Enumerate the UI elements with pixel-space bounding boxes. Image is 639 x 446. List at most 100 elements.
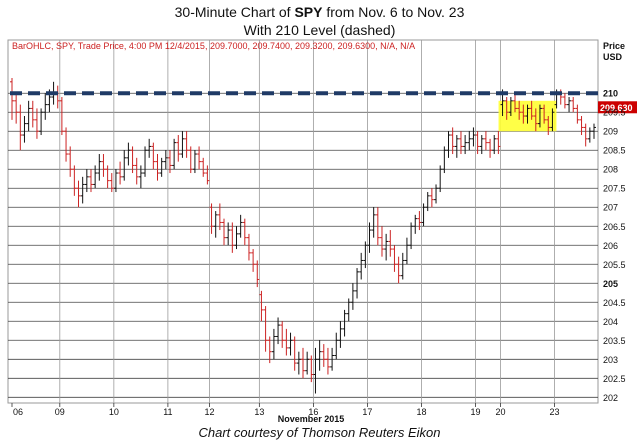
- chart-footer: Chart courtesy of Thomson Reuters Eikon: [198, 425, 441, 440]
- ohlc-bar: [267, 336, 272, 364]
- ohlc-bar: [251, 249, 256, 272]
- y-tick-label: 209: [603, 127, 618, 137]
- x-tick-label: 11: [163, 407, 172, 417]
- x-tick-label: 18: [416, 407, 426, 417]
- x-tick-label: 06: [13, 407, 23, 417]
- ohlc-bar: [176, 135, 181, 162]
- price-label: Price: [603, 41, 625, 51]
- ohlc-bar: [30, 100, 35, 128]
- ohlc-bar: [488, 138, 493, 158]
- ohlc-bar: [101, 154, 106, 177]
- ohlc-bar: [404, 237, 409, 265]
- ohlc-bar: [14, 93, 19, 124]
- y-tick-label: 203.5: [603, 336, 626, 346]
- ohlc-bar: [346, 298, 351, 322]
- last-price-tag: [598, 101, 637, 114]
- ohlc-bar: [217, 203, 222, 231]
- ohlc-bar: [59, 97, 64, 136]
- ohlc-bar: [263, 306, 268, 352]
- level-layer: 209.630: [10, 91, 637, 114]
- ohlc-bar: [151, 142, 156, 170]
- ohlc-bar: [172, 138, 177, 170]
- ohlc-bar: [192, 150, 197, 174]
- y-tick-label: 208: [603, 165, 618, 175]
- ohlc-bar: [533, 108, 538, 132]
- y-tick-label: 208.5: [603, 146, 626, 156]
- ohlc-bar: [197, 146, 202, 170]
- ohlc-bar: [280, 321, 285, 348]
- ohlc-bar: [109, 173, 114, 193]
- ohlc-bar: [529, 100, 534, 120]
- ohlc-bar: [118, 161, 123, 185]
- ohlc-bar: [205, 165, 210, 185]
- ohlc-bar: [442, 146, 447, 174]
- last-price-label: 209.630: [600, 103, 633, 113]
- ohlc-bar: [330, 347, 335, 371]
- ohlc-bar: [342, 309, 347, 337]
- ohlc-bar: [325, 347, 330, 375]
- ohlc-bar: [363, 241, 368, 269]
- ohlc-bar: [579, 116, 584, 136]
- ohlc-bar: [379, 226, 384, 257]
- ohlc-chart: 209.630 BarOHLC, SPY, Trade Price, 4:00 …: [7, 39, 637, 423]
- ohlc-bar: [184, 131, 189, 158]
- ohlc-bar: [371, 207, 376, 238]
- y-tick-label: 206: [603, 241, 618, 251]
- ohlc-bar: [355, 268, 360, 299]
- y-tick-label: 202: [603, 393, 618, 403]
- ohlc-bar: [446, 131, 451, 158]
- title-prefix: 30-Minute Chart of: [174, 4, 295, 20]
- y-tick-label: 207.5: [603, 184, 626, 194]
- ohlc-bar: [434, 184, 439, 204]
- ohlc-bar: [242, 218, 247, 246]
- ohlc-bar: [483, 131, 488, 151]
- ohlc-bar: [525, 104, 530, 124]
- ohlc-bar: [350, 283, 355, 310]
- x-axis: 06 09 10 11 12 13 16 17 18 19 20 23: [11, 403, 560, 417]
- price-bars: [10, 78, 596, 394]
- ohlc-bar: [429, 188, 434, 208]
- y-tick-label: 206.5: [603, 222, 626, 232]
- ohlc-bar: [321, 344, 326, 367]
- ohlc-bar: [546, 116, 551, 136]
- x-tick-label: 10: [109, 407, 119, 417]
- x-tick-label: 16: [308, 407, 318, 417]
- ohlc-bar: [463, 135, 468, 155]
- ohlc-bar: [246, 233, 251, 261]
- ohlc-bar: [43, 93, 48, 120]
- ohlc-bar: [122, 150, 127, 181]
- ohlc-bar: [359, 252, 364, 280]
- ohlc-bar: [388, 230, 393, 257]
- ohlc-bar: [537, 104, 542, 128]
- ohlc-bar: [255, 260, 260, 288]
- ohlc-bar: [72, 165, 77, 196]
- ohlc-bar: [138, 165, 143, 189]
- ohlc-bar: [159, 157, 164, 177]
- ohlc-bar: [230, 222, 235, 253]
- y-tick-label: 205: [603, 279, 618, 289]
- ohlc-bar: [288, 332, 293, 356]
- ohlc-bar: [167, 150, 172, 174]
- ohlc-bar: [80, 176, 85, 204]
- ohlc-bar: [26, 100, 31, 132]
- ohlc-bar: [134, 157, 139, 185]
- ohlc-bar: [97, 154, 102, 181]
- ohlc-bar: [375, 207, 380, 246]
- ohlc-bar: [421, 203, 426, 227]
- ohlc-bar: [163, 150, 168, 170]
- price-unit-label: USD: [603, 52, 623, 62]
- ohlc-bar: [284, 328, 289, 356]
- chart-header: BarOHLC, SPY, Trade Price, 4:00 PM 12/4/…: [12, 41, 415, 51]
- ohlc-bar: [338, 321, 343, 348]
- ohlc-bar: [18, 104, 23, 151]
- y-tick-label: 210: [603, 89, 618, 99]
- ohlc-bar: [317, 340, 322, 371]
- ohlc-bar: [10, 78, 14, 120]
- ohlc-bar: [592, 123, 596, 139]
- ohlc-bar: [259, 290, 264, 322]
- ohlc-bar: [126, 142, 131, 166]
- ohlc-bar: [105, 165, 110, 189]
- ohlc-bar: [575, 104, 580, 124]
- y-axis: 210 209.5 209 208.5 208 207.5 207 206.5 206 205.5…: [603, 89, 626, 403]
- ohlc-bar: [39, 108, 44, 136]
